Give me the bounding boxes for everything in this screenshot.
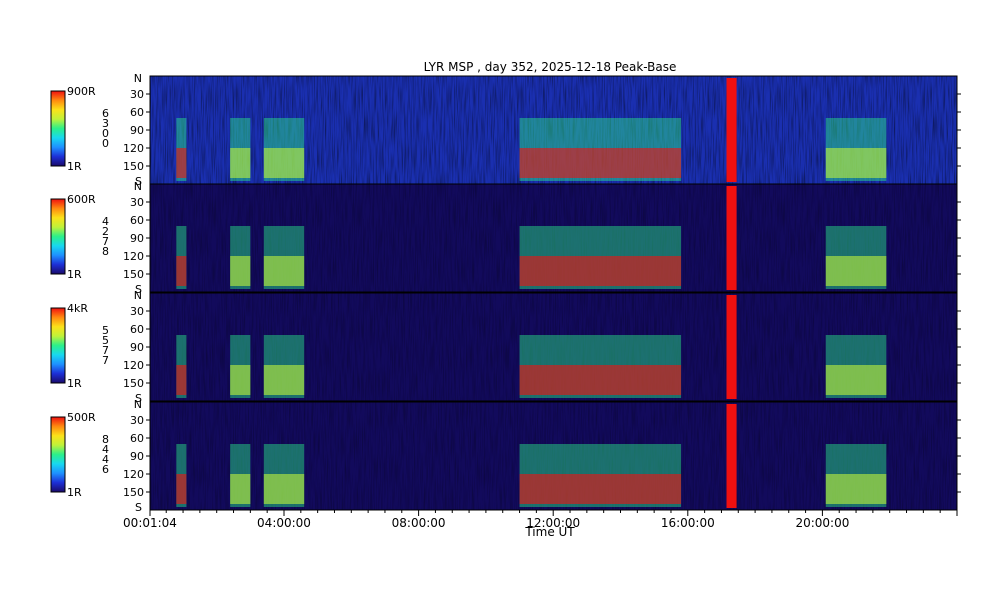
y-end-label-bottom: S xyxy=(135,283,142,296)
activity-core xyxy=(230,365,251,395)
wavelength-digit: 7 xyxy=(102,235,109,248)
wavelength-digit: 6 xyxy=(102,107,109,120)
y-end-label-top: N xyxy=(134,398,142,411)
activity-core xyxy=(825,256,887,286)
wavelength-digit: 6 xyxy=(102,463,109,476)
activity-core xyxy=(230,256,251,286)
wavelength-digit: 5 xyxy=(102,324,109,337)
activity-core xyxy=(519,256,682,286)
y-tick-label: 120 xyxy=(123,250,144,263)
colorbar-max-label: 500R xyxy=(67,411,96,424)
activity-core xyxy=(230,474,251,504)
x-tick-label: 16:00:00 xyxy=(661,516,715,530)
activity-core xyxy=(825,474,887,504)
y-tick-label: 30 xyxy=(130,305,144,318)
activity-core xyxy=(263,474,305,504)
wavelength-digit: 0 xyxy=(102,127,109,140)
wavelength-digit: 8 xyxy=(102,433,109,446)
activity-core xyxy=(519,365,682,395)
colorbar xyxy=(50,90,66,167)
x-tick-label: 20:00:00 xyxy=(795,516,849,530)
wavelength-digit: 7 xyxy=(102,354,109,367)
colorbar-max-label: 4kR xyxy=(67,302,88,315)
activity-core xyxy=(825,148,887,178)
activity-core xyxy=(263,256,305,286)
y-tick-label: 90 xyxy=(130,232,144,245)
wavelength-digit: 8 xyxy=(102,245,109,258)
colorbar-max-label: 600R xyxy=(67,193,96,206)
x-axis: 00:01:04 04:00:00 08:00:00 12:00:00 16:00:00… xyxy=(123,510,958,530)
wavelength-digit: 0 xyxy=(102,137,109,150)
wavelength-digit: 3 xyxy=(102,117,109,130)
panels-group: NS306090120150900R1R6300NS30609012015060… xyxy=(50,72,961,514)
y-tick-label: 30 xyxy=(130,414,144,427)
saturated-band xyxy=(726,295,737,399)
activity-core xyxy=(176,474,187,504)
colorbar-min-label: 1R xyxy=(67,160,82,173)
y-tick-label: 30 xyxy=(130,196,144,209)
wavelength-digit: 4 xyxy=(102,443,109,456)
x-tick-label: 00:01:04 xyxy=(123,516,177,530)
wavelength-digit: 5 xyxy=(102,334,109,347)
activity-core xyxy=(176,365,187,395)
saturated-band xyxy=(726,186,737,290)
chart-title: LYR MSP , day 352, 2025-12-18 Peak-Base xyxy=(424,60,677,74)
activity-core xyxy=(176,256,187,286)
activity-core xyxy=(825,365,887,395)
activity-core xyxy=(519,474,682,504)
x-tick-label: 04:00:00 xyxy=(257,516,311,530)
saturated-band xyxy=(726,404,737,508)
y-tick-label: 90 xyxy=(130,124,144,137)
y-end-label-bottom: S xyxy=(135,175,142,188)
activity-core xyxy=(176,148,187,178)
colorbar-min-label: 1R xyxy=(67,486,82,499)
y-tick-label: 120 xyxy=(123,468,144,481)
activity-core xyxy=(263,365,305,395)
y-tick-label: 60 xyxy=(130,323,144,336)
y-tick-label: 60 xyxy=(130,106,144,119)
colorbar-max-label: 900R xyxy=(67,85,96,98)
y-tick-label: 120 xyxy=(123,142,144,155)
y-tick-label: 120 xyxy=(123,359,144,372)
colorbar-min-label: 1R xyxy=(67,377,82,390)
activity-core xyxy=(263,148,305,178)
activity-core xyxy=(519,148,682,178)
y-end-label-bottom: S xyxy=(135,392,142,405)
y-end-label-top: N xyxy=(134,72,142,85)
wavelength-digit: 4 xyxy=(102,453,109,466)
activity-core xyxy=(230,148,251,178)
y-tick-label: 150 xyxy=(123,268,144,281)
wavelength-digit: 4 xyxy=(102,215,109,228)
saturated-band xyxy=(726,78,737,182)
y-tick-label: 60 xyxy=(130,214,144,227)
colorbar-min-label: 1R xyxy=(67,268,82,281)
y-tick-label: 150 xyxy=(123,486,144,499)
y-tick-label: 90 xyxy=(130,450,144,463)
y-end-label-top: N xyxy=(134,289,142,302)
y-tick-label: 150 xyxy=(123,377,144,390)
x-tick-label: 12:00:00 xyxy=(526,516,580,530)
colorbar xyxy=(50,198,66,275)
wavelength-digit: 2 xyxy=(102,225,109,238)
x-axis-label: Time UT xyxy=(524,525,575,539)
y-end-label-top: N xyxy=(134,180,142,193)
y-tick-label: 60 xyxy=(130,432,144,445)
y-end-label-bottom: S xyxy=(135,501,142,514)
wavelength-digit: 7 xyxy=(102,344,109,357)
colorbar xyxy=(50,416,66,493)
y-tick-label: 150 xyxy=(123,160,144,173)
colorbar xyxy=(50,307,66,384)
x-tick-label: 08:00:00 xyxy=(392,516,446,530)
y-tick-label: 90 xyxy=(130,341,144,354)
y-tick-label: 30 xyxy=(130,88,144,101)
